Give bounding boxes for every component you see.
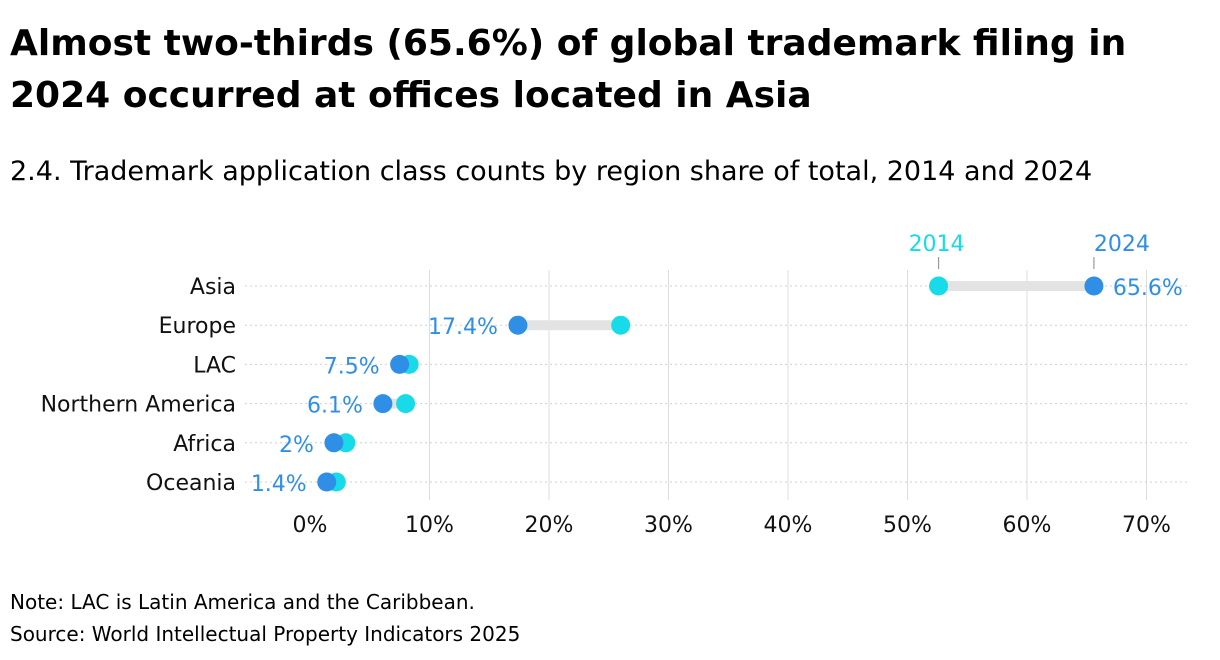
value-label-2024: 6.1%	[307, 394, 363, 419]
chart-subtitle: 2.4. Trademark application class counts …	[10, 156, 1093, 187]
x-tick-label: 40%	[764, 513, 813, 535]
chart-note: Note: LAC is Latin America and the Carib…	[10, 590, 475, 614]
category-label: Oceania	[146, 471, 236, 496]
label-layer: 0% 10% 20% 30% 40% 50% 60% 70% Asia 65.6% Europe 17…	[41, 275, 1183, 535]
chart-source: Source: World Intellectual Property Indi…	[10, 622, 521, 646]
legend-layer: 2014 2024	[909, 232, 1150, 269]
dot-2014	[396, 394, 416, 414]
value-label-2024: 7.5%	[324, 354, 380, 379]
value-label-2024: 2%	[279, 433, 314, 458]
dot-2024	[1084, 276, 1104, 296]
dot-2024	[508, 315, 528, 335]
x-tick-label: 0%	[293, 513, 328, 535]
x-tick-label: 30%	[644, 513, 693, 535]
value-label-2024: 65.6%	[1113, 276, 1183, 301]
dot-2014	[611, 315, 631, 335]
x-tick-label: 50%	[883, 513, 932, 535]
x-tick-label: 10%	[405, 513, 454, 535]
category-label: Asia	[190, 275, 236, 300]
dot-2024	[373, 394, 393, 414]
category-label: LAC	[193, 353, 236, 378]
legend-label-2014: 2014	[909, 232, 965, 257]
x-tick-label: 20%	[525, 513, 574, 535]
category-label: Northern America	[41, 393, 236, 418]
grid-layer	[245, 270, 1190, 500]
value-label-2024: 1.4%	[251, 472, 307, 497]
category-label: Europe	[159, 314, 236, 339]
dot-2024	[324, 433, 344, 453]
dot-2014	[929, 276, 949, 296]
legend-label-2024: 2024	[1094, 232, 1150, 257]
x-tick-label: 70%	[1122, 513, 1171, 535]
dot-layer	[317, 276, 1104, 492]
category-label: Africa	[173, 432, 236, 457]
dumbbell-chart: 0% 10% 20% 30% 40% 50% 60% 70% Asia 65.6% Europe 17…	[41, 232, 1190, 535]
dot-2024	[317, 472, 337, 492]
dot-2024	[390, 354, 410, 374]
chart-title: Almost two-thirds (65.6%) of global trad…	[10, 23, 1127, 116]
value-label-2024: 17.4%	[428, 315, 498, 340]
x-tick-label: 60%	[1003, 513, 1052, 535]
